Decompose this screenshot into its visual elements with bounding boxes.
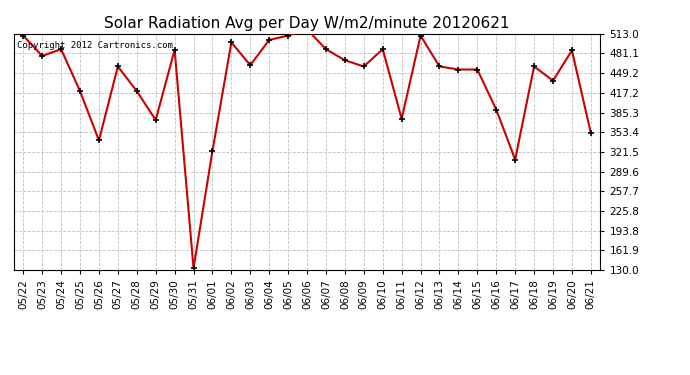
Title: Solar Radiation Avg per Day W/m2/minute 20120621: Solar Radiation Avg per Day W/m2/minute … <box>104 16 510 31</box>
Text: Copyright 2012 Cartronics.com: Copyright 2012 Cartronics.com <box>17 41 172 50</box>
